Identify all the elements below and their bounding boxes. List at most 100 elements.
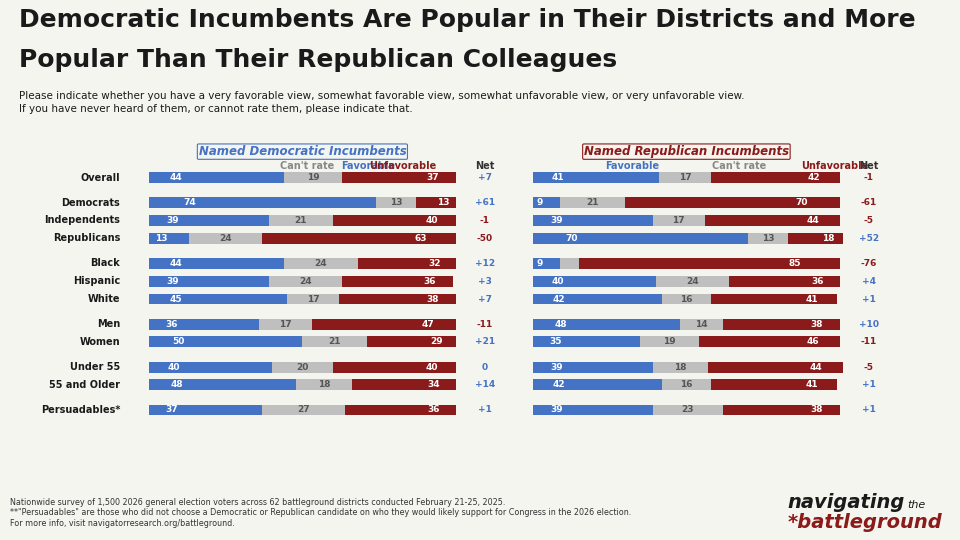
Bar <box>723 319 840 329</box>
Bar <box>339 294 456 305</box>
Text: Overall: Overall <box>81 172 120 183</box>
Text: +7: +7 <box>478 173 492 182</box>
Bar <box>653 215 705 226</box>
Text: 21: 21 <box>587 198 599 207</box>
Bar <box>262 404 346 415</box>
Bar <box>149 319 259 329</box>
Text: 18: 18 <box>823 234 835 243</box>
Text: 24: 24 <box>315 259 327 268</box>
Bar <box>533 336 640 347</box>
Bar <box>149 404 262 415</box>
Text: 42: 42 <box>552 380 564 389</box>
Bar <box>659 172 711 183</box>
Text: -11: -11 <box>477 320 492 329</box>
Text: 36: 36 <box>423 276 437 286</box>
Text: 38: 38 <box>810 320 823 329</box>
Text: 16: 16 <box>680 294 693 303</box>
Text: 19: 19 <box>307 173 320 182</box>
Bar <box>711 172 840 183</box>
Text: -1: -1 <box>864 173 874 182</box>
Bar <box>297 380 351 390</box>
Text: Popular Than Their Republican Colleagues: Popular Than Their Republican Colleagues <box>19 49 617 72</box>
Text: 38: 38 <box>810 406 823 415</box>
Text: Named Democratic Incumbents: Named Democratic Incumbents <box>199 145 406 158</box>
Text: 50: 50 <box>172 338 184 347</box>
Text: 20: 20 <box>297 362 308 372</box>
Bar <box>653 362 708 373</box>
Bar <box>711 380 837 390</box>
Bar <box>149 172 284 183</box>
Bar <box>708 362 843 373</box>
Text: 17: 17 <box>307 294 320 303</box>
Bar <box>149 197 376 208</box>
Bar <box>302 336 367 347</box>
Bar <box>287 294 339 305</box>
Text: navigating: navigating <box>787 492 904 512</box>
Bar <box>333 362 456 373</box>
Text: the: the <box>907 500 925 510</box>
Text: Persuadables*: Persuadables* <box>40 405 120 415</box>
Bar <box>149 215 269 226</box>
Text: 55 and Older: 55 and Older <box>49 380 120 390</box>
Text: 39: 39 <box>167 216 180 225</box>
Text: -61: -61 <box>861 198 876 207</box>
Text: 48: 48 <box>555 320 567 329</box>
Text: 42: 42 <box>808 173 821 182</box>
Text: +1: +1 <box>478 406 492 415</box>
Text: 34: 34 <box>428 380 441 389</box>
Text: 38: 38 <box>426 294 439 303</box>
Text: -1: -1 <box>480 216 490 225</box>
Text: 9: 9 <box>537 198 543 207</box>
Text: *battleground: *battleground <box>787 513 942 532</box>
Text: Please indicate whether you have a very favorable view, somewhat favorable view,: Please indicate whether you have a very … <box>19 91 745 114</box>
Bar <box>284 258 358 269</box>
Bar <box>333 215 456 226</box>
Bar <box>533 319 681 329</box>
Text: Democratic Incumbents Are Popular in Their Districts and More: Democratic Incumbents Are Popular in The… <box>19 8 916 31</box>
Text: -76: -76 <box>860 259 877 268</box>
Bar <box>653 404 723 415</box>
Bar <box>149 258 284 269</box>
Text: 37: 37 <box>166 406 179 415</box>
Bar <box>272 362 333 373</box>
Text: 42: 42 <box>552 294 564 303</box>
Text: 35: 35 <box>549 338 562 347</box>
Text: Can't rate: Can't rate <box>280 161 334 171</box>
Text: +14: +14 <box>474 380 495 389</box>
Bar <box>149 336 302 347</box>
Text: Net: Net <box>859 161 878 171</box>
Bar <box>533 215 653 226</box>
Bar <box>723 404 840 415</box>
Bar <box>533 197 561 208</box>
Text: 0: 0 <box>482 362 488 372</box>
Bar <box>579 258 840 269</box>
Text: Under 55: Under 55 <box>70 362 120 372</box>
Text: Black: Black <box>90 258 120 268</box>
Text: 29: 29 <box>430 338 443 347</box>
Bar <box>625 197 840 208</box>
Text: 13: 13 <box>438 198 450 207</box>
Text: 21: 21 <box>295 216 307 225</box>
Bar <box>149 233 189 244</box>
Text: -11: -11 <box>861 338 876 347</box>
Text: Can't rate: Can't rate <box>712 161 766 171</box>
Text: 17: 17 <box>279 320 292 329</box>
Bar <box>269 215 333 226</box>
Bar <box>262 233 456 244</box>
Bar <box>661 294 711 305</box>
Bar <box>533 172 659 183</box>
Text: 41: 41 <box>805 294 818 303</box>
Text: 24: 24 <box>686 276 699 286</box>
Text: 36: 36 <box>811 276 824 286</box>
Text: Independents: Independents <box>44 215 120 226</box>
Text: 37: 37 <box>426 173 439 182</box>
Text: +1: +1 <box>862 406 876 415</box>
Text: 63: 63 <box>415 234 427 243</box>
Text: 17: 17 <box>679 173 691 182</box>
Bar <box>533 294 661 305</box>
Bar <box>533 276 656 287</box>
Bar <box>376 197 416 208</box>
Text: 18: 18 <box>318 380 330 389</box>
Text: Republicans: Republicans <box>53 233 120 244</box>
Bar <box>533 362 653 373</box>
